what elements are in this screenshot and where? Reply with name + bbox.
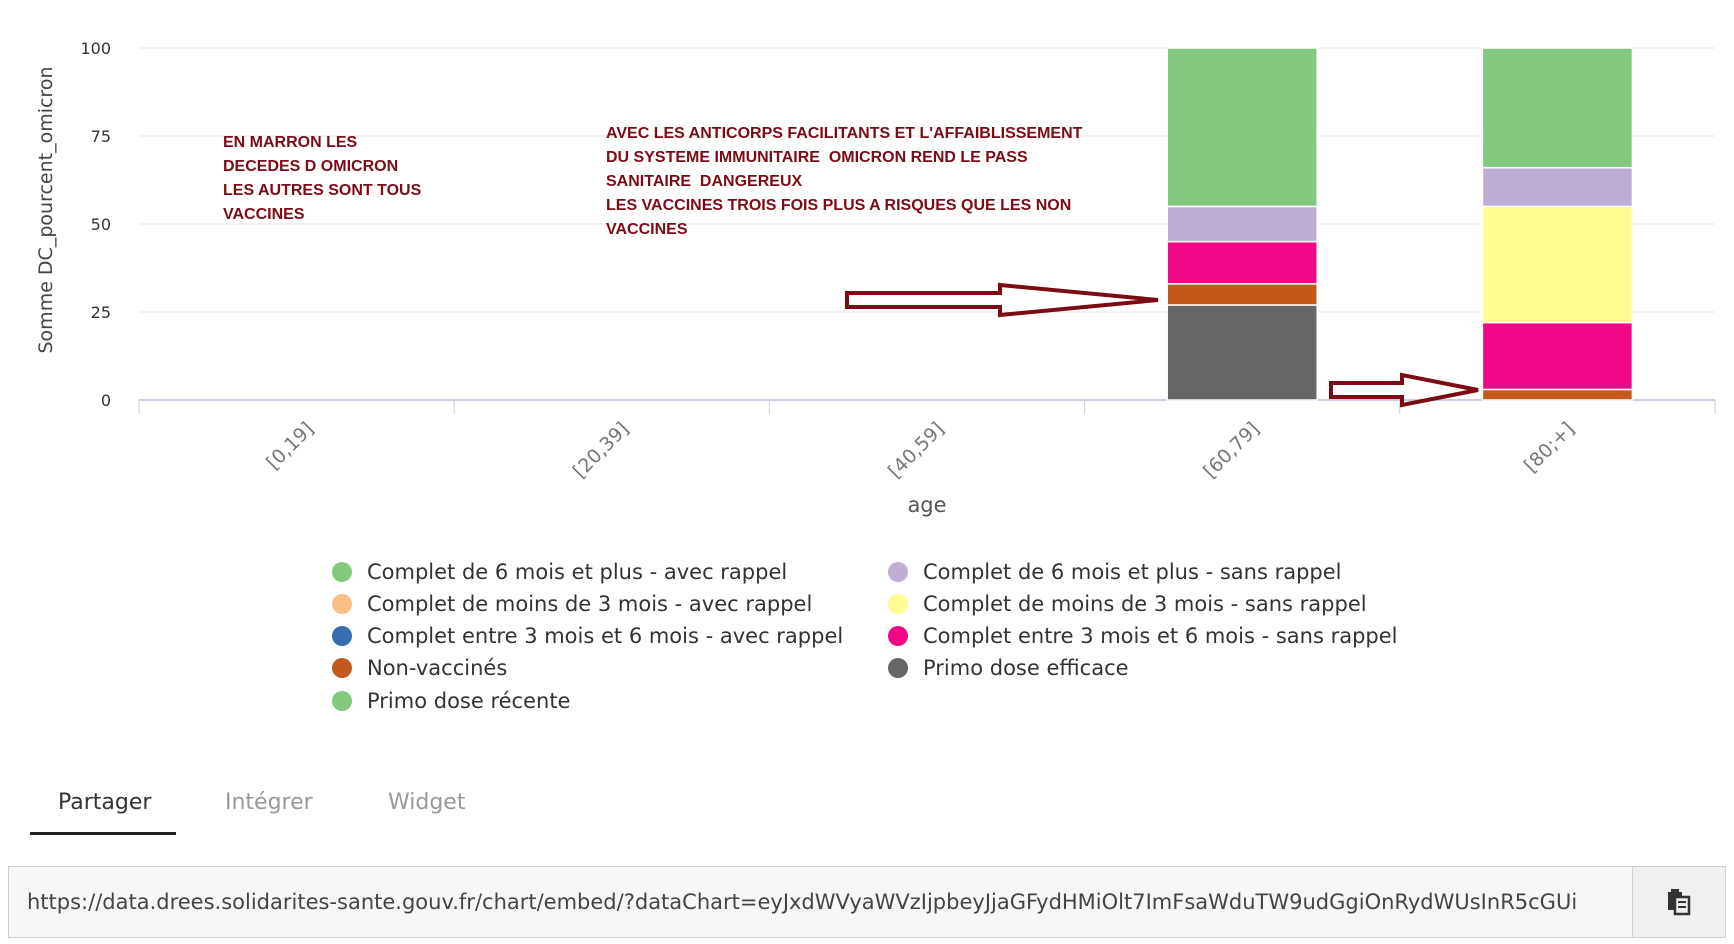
x-tick-labels: [0,19] [20,39] [40,59] [60,79] [80;+] — [262, 418, 1579, 483]
bar-segment[interactable] — [1481, 388, 1634, 401]
y-tick-labels: 0 25 50 75 100 — [80, 39, 111, 410]
copy-button[interactable] — [1632, 867, 1725, 937]
y-tick-label: 50 — [91, 215, 111, 234]
annotation-left: EN MARRON LES DECEDES D OMICRON LES AUTR… — [223, 134, 422, 223]
x-tick-label: [0,19] — [262, 418, 318, 474]
tab-integrer[interactable]: Intégrer — [225, 790, 313, 815]
legend-swatch — [332, 626, 352, 646]
tab-widget[interactable]: Widget — [388, 790, 466, 815]
bars — [1166, 47, 1634, 401]
legend-swatch — [888, 562, 908, 582]
legend-swatch — [332, 691, 352, 711]
legend-item[interactable]: Complet de moins de 3 mois - avec rappel — [332, 588, 812, 620]
legend-item[interactable]: Complet entre 3 mois et 6 mois - avec ra… — [332, 620, 843, 652]
bar-segment[interactable] — [1166, 283, 1318, 306]
annotation-arrows — [845, 282, 1479, 408]
x-tick-label: [60,79] — [1199, 418, 1264, 483]
legend-swatch — [332, 658, 352, 678]
x-tick-label: [40,59] — [884, 418, 949, 483]
annotation-right: AVEC LES ANTICORPS FACILITANTS ET L'AFFA… — [606, 125, 1083, 238]
legend-item[interactable]: Complet de moins de 3 mois - sans rappel — [888, 588, 1367, 620]
legend-swatch — [888, 626, 908, 646]
arrow-60-79 — [845, 282, 1159, 318]
x-tick-label: [80;+] — [1520, 418, 1579, 477]
arrow-80-plus — [1329, 372, 1479, 408]
legend-item[interactable]: Complet de 6 mois et plus - avec rappel — [332, 556, 787, 588]
legend-label: Complet de 6 mois et plus - sans rappel — [923, 560, 1342, 584]
legend-swatch — [332, 562, 352, 582]
legend-swatch — [888, 594, 908, 614]
bar-segment[interactable] — [1481, 166, 1634, 208]
bar-segment[interactable] — [1166, 304, 1318, 401]
active-tab-indicator — [30, 832, 176, 835]
bar-segment[interactable] — [1166, 240, 1318, 285]
legend-item[interactable]: Complet de 6 mois et plus - sans rappel — [888, 556, 1342, 588]
legend-label: Complet de moins de 3 mois - sans rappel — [923, 592, 1367, 616]
grid — [138, 47, 1716, 414]
legend-label: Complet de moins de 3 mois - avec rappel — [367, 592, 813, 616]
bar-segment[interactable] — [1166, 205, 1318, 243]
legend-label: Non-vaccinés — [367, 656, 508, 680]
legend-label: Complet de 6 mois et plus - avec rappel — [367, 560, 788, 584]
legend-swatch — [888, 658, 908, 678]
bar-segment[interactable] — [1481, 321, 1634, 391]
y-tick-label: 25 — [91, 303, 111, 322]
tab-partager[interactable]: Partager — [58, 790, 152, 815]
x-axis-label: age — [907, 493, 946, 517]
y-tick-label: 100 — [80, 39, 111, 58]
share-url-box — [8, 866, 1726, 938]
y-tick-label: 75 — [91, 127, 111, 146]
legend-label: Complet entre 3 mois et 6 mois - avec ra… — [367, 624, 844, 648]
legend-label: Complet entre 3 mois et 6 mois - sans ra… — [923, 624, 1398, 648]
bar-segment[interactable] — [1481, 205, 1634, 324]
legend-label: Primo dose efficace — [923, 656, 1129, 680]
stacked-bar-chart: 0 25 50 75 100 [0,19] [20,39] [40,59] [60,79] [8… — [35, 39, 1716, 517]
legend-item[interactable]: Non-vaccinés — [332, 652, 507, 684]
x-tick-label: [20,39] — [569, 418, 634, 483]
legend-item[interactable]: Complet entre 3 mois et 6 mois - sans ra… — [888, 620, 1398, 652]
y-tick-label: 0 — [101, 391, 111, 410]
clipboard-icon — [1668, 889, 1691, 916]
bar-segment[interactable] — [1481, 47, 1634, 169]
bar-segment[interactable] — [1166, 47, 1318, 208]
legend-item[interactable]: Primo dose récente — [332, 685, 570, 717]
legend-label: Primo dose récente — [367, 689, 571, 713]
legend-item[interactable]: Primo dose efficace — [888, 652, 1129, 684]
y-axis-label: Somme DC_pourcent_omicron — [35, 67, 57, 354]
legend-swatch — [332, 594, 352, 614]
share-url-field[interactable] — [9, 867, 1634, 937]
